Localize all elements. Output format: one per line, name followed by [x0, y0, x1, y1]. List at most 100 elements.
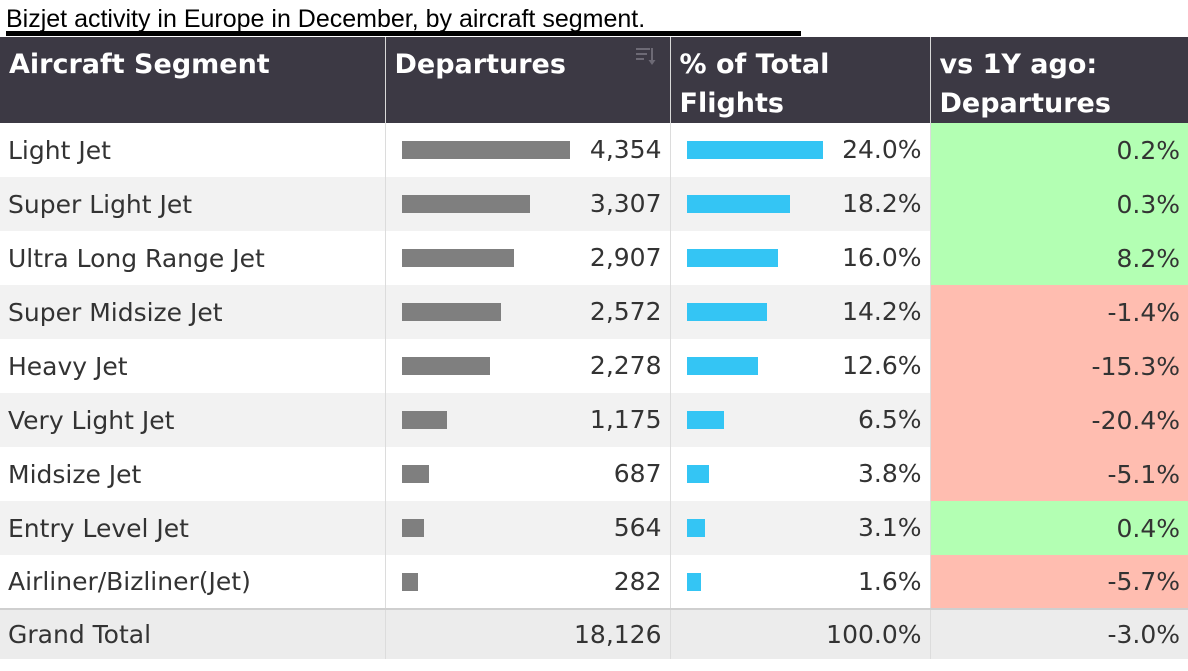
yoy-change-cell: -3.0%	[930, 608, 1188, 659]
departures-bar	[401, 573, 418, 591]
yoy-change-cell: 0.4%	[930, 501, 1188, 555]
departures-bar	[401, 411, 447, 429]
pct-total-cell: 18.2%	[670, 177, 931, 231]
yoy-change-cell: -5.7%	[930, 555, 1188, 609]
header-departures-line-1: Departures	[394, 49, 566, 80]
departures-value: 564	[613, 513, 662, 542]
pct-total-bar	[686, 357, 758, 375]
header-aircraft-segment[interactable]: Aircraft Segment	[0, 37, 386, 123]
pct-total-value: 16.0%	[842, 243, 922, 272]
segment-cell: Grand Total	[0, 608, 386, 659]
pct-total-bar	[686, 411, 724, 429]
yoy-change-cell: -20.4%	[930, 393, 1188, 447]
departures-bar	[401, 195, 530, 213]
departures-value: 18,126	[574, 620, 662, 649]
pct-total-cell: 6.5%	[670, 393, 931, 447]
yoy-change-cell: -1.4%	[930, 285, 1188, 339]
header-pct-total-flights[interactable]: % of Total Flights	[670, 37, 931, 123]
header-departures[interactable]: Departures	[385, 37, 671, 123]
departures-bar	[401, 465, 429, 483]
table-row: Midsize Jet 687 3.8% -5.1%	[0, 447, 1188, 501]
table-body: Light Jet 4,354 24.0% 0.2% Super Light Jet 3,…	[0, 123, 1188, 659]
table-caption: Bizjet activity in Europe in December, b…	[6, 2, 801, 36]
departures-value: 1,175	[589, 405, 662, 434]
segment-cell: Airliner/Bizliner(Jet)	[0, 555, 386, 609]
header-pct-line-1: % of Total	[679, 49, 830, 80]
pct-total-value: 6.5%	[857, 405, 922, 434]
pct-total-value: 100.0%	[826, 620, 922, 649]
pct-total-cell: 100.0%	[670, 608, 931, 659]
departures-bar	[401, 519, 424, 537]
pct-total-value: 14.2%	[842, 297, 922, 326]
grand-total-row: Grand Total 18,126 100.0% -3.0%	[0, 608, 1188, 659]
segment-cell: Very Light Jet	[0, 393, 386, 447]
departures-cell: 2,572	[385, 285, 671, 339]
departures-bar	[401, 357, 490, 375]
pct-total-cell: 3.8%	[670, 447, 931, 501]
data-table-container: Aircraft Segment Departures % of Total F…	[0, 37, 1188, 659]
segment-cell: Entry Level Jet	[0, 501, 386, 555]
header-yoy-line-1: vs 1Y ago:	[939, 49, 1098, 80]
table-row: Entry Level Jet 564 3.1% 0.4%	[0, 501, 1188, 555]
departures-cell: 687	[385, 447, 671, 501]
pct-total-bar	[686, 573, 701, 591]
departures-cell: 3,307	[385, 177, 671, 231]
departures-cell: 18,126	[385, 608, 671, 659]
pct-total-bar	[686, 519, 705, 537]
aircraft-segment-table: Aircraft Segment Departures % of Total F…	[0, 37, 1188, 659]
segment-cell: Super Midsize Jet	[0, 285, 386, 339]
pct-total-bar	[686, 195, 790, 213]
sort-descending-icon[interactable]	[634, 45, 656, 67]
pct-total-bar	[686, 465, 709, 483]
pct-total-cell: 3.1%	[670, 501, 931, 555]
departures-bar	[401, 303, 501, 321]
header-pct-line-2: Flights	[679, 88, 784, 119]
pct-total-bar	[686, 249, 778, 267]
header-aircraft-segment-line-1: Aircraft Segment	[9, 49, 270, 80]
segment-cell: Super Light Jet	[0, 177, 386, 231]
header-yoy-departures[interactable]: vs 1Y ago: Departures	[930, 37, 1188, 123]
table-row: Super Light Jet 3,307 18.2% 0.3%	[0, 177, 1188, 231]
pct-total-value: 3.8%	[857, 459, 922, 488]
header-row: Aircraft Segment Departures % of Total F…	[0, 37, 1188, 123]
segment-cell: Light Jet	[0, 123, 386, 177]
pct-total-value: 24.0%	[842, 135, 922, 164]
pct-total-value: 3.1%	[857, 513, 922, 542]
yoy-change-cell: 8.2%	[930, 231, 1188, 285]
table-row: Very Light Jet 1,175 6.5% -20.4%	[0, 393, 1188, 447]
pct-total-bar	[686, 303, 767, 321]
departures-cell: 564	[385, 501, 671, 555]
departures-cell: 282	[385, 555, 671, 609]
header-yoy-line-2: Departures	[939, 88, 1111, 119]
pct-total-cell: 16.0%	[670, 231, 931, 285]
yoy-change-cell: 0.3%	[930, 177, 1188, 231]
segment-cell: Midsize Jet	[0, 447, 386, 501]
table-row: Airliner/Bizliner(Jet) 282 1.6% -5.7%	[0, 555, 1188, 609]
departures-value: 2,572	[589, 297, 662, 326]
yoy-change-cell: -5.1%	[930, 447, 1188, 501]
table-row: Ultra Long Range Jet 2,907 16.0% 8.2%	[0, 231, 1188, 285]
pct-total-bar	[686, 141, 823, 159]
table-row: Super Midsize Jet 2,572 14.2% -1.4%	[0, 285, 1188, 339]
pct-total-cell: 1.6%	[670, 555, 931, 609]
segment-cell: Ultra Long Range Jet	[0, 231, 386, 285]
departures-value: 687	[613, 459, 662, 488]
departures-cell: 2,278	[385, 339, 671, 393]
pct-total-value: 12.6%	[842, 351, 922, 380]
pct-total-cell: 14.2%	[670, 285, 931, 339]
yoy-change-cell: 0.2%	[930, 123, 1188, 177]
segment-cell: Heavy Jet	[0, 339, 386, 393]
table-row: Light Jet 4,354 24.0% 0.2%	[0, 123, 1188, 177]
departures-value: 282	[613, 567, 662, 596]
departures-value: 3,307	[589, 189, 662, 218]
pct-total-value: 18.2%	[842, 189, 922, 218]
departures-cell: 1,175	[385, 393, 671, 447]
pct-total-value: 1.6%	[857, 567, 922, 596]
pct-total-cell: 12.6%	[670, 339, 931, 393]
departures-cell: 2,907	[385, 231, 671, 285]
departures-value: 2,907	[589, 243, 662, 272]
pct-total-cell: 24.0%	[670, 123, 931, 177]
departures-value: 2,278	[589, 351, 662, 380]
departures-value: 4,354	[589, 135, 662, 164]
departures-bar	[401, 141, 570, 159]
